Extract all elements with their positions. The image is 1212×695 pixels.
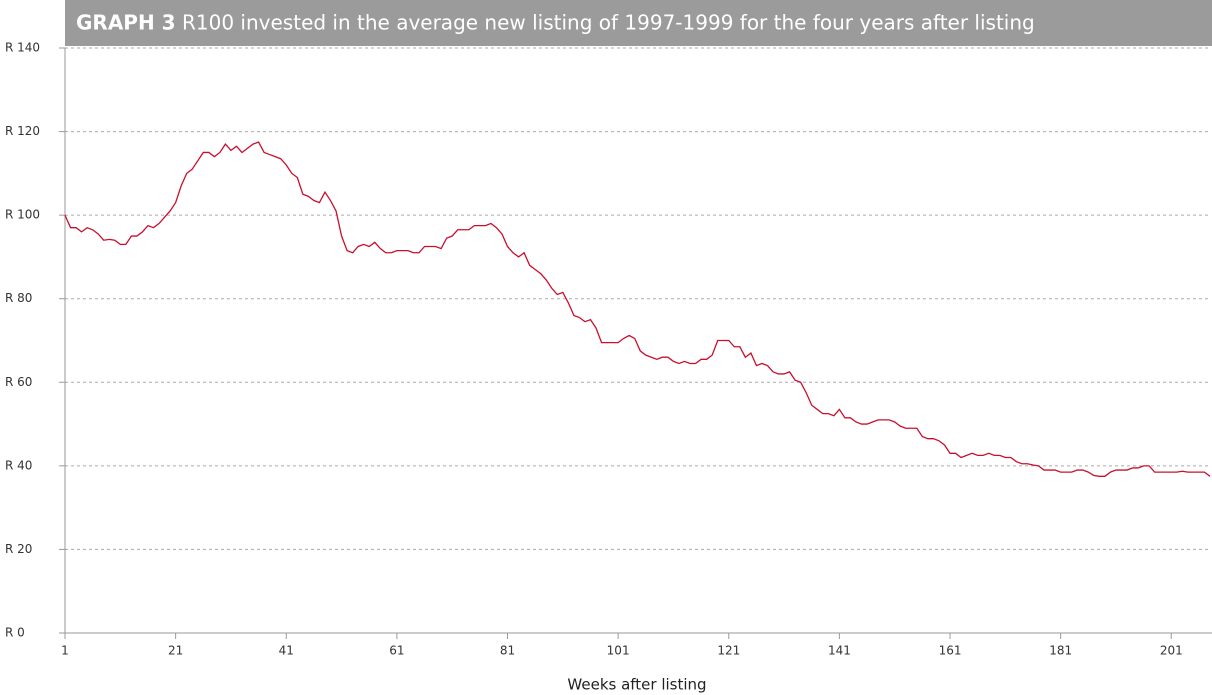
y-tick-label: R 0 xyxy=(5,626,25,640)
x-tick-label: 101 xyxy=(607,644,630,658)
x-axis-label: Weeks after listing xyxy=(567,676,706,694)
x-tick-label: 41 xyxy=(279,644,294,658)
x-tick-label: 201 xyxy=(1160,644,1183,658)
x-tick-label: 141 xyxy=(828,644,851,658)
title-label: GRAPH 3 xyxy=(76,11,176,35)
x-tick-label: 181 xyxy=(1049,644,1072,658)
y-tick-label: R 60 xyxy=(5,375,32,389)
y-tick-label: R 120 xyxy=(5,124,40,138)
y-tick-label: R 100 xyxy=(5,208,40,222)
x-tick-label: 161 xyxy=(939,644,962,658)
x-tick-label: 61 xyxy=(389,644,404,658)
y-tick-label: R 40 xyxy=(5,458,32,472)
x-tick-label: 21 xyxy=(168,644,183,658)
x-tick-label: 1 xyxy=(61,644,69,658)
line-series xyxy=(64,141,1211,477)
y-tick-label: R 80 xyxy=(5,291,32,305)
title-bar xyxy=(65,0,1212,46)
x-tick-label: 81 xyxy=(500,644,515,658)
chart-title: R100 invested in the average new listing… xyxy=(182,11,1035,35)
x-tick-label: 121 xyxy=(717,644,740,658)
y-tick-label: R 20 xyxy=(5,542,32,556)
y-tick-label: R 140 xyxy=(5,41,40,55)
